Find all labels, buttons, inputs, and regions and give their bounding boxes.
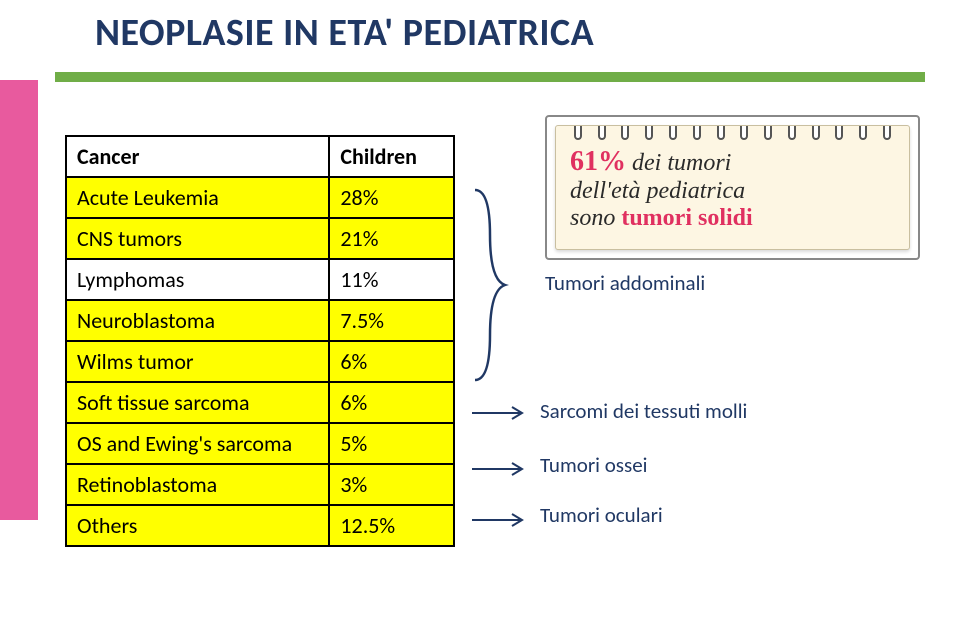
page-title: NEOPLASIE IN ETA' PEDIATRICA [95, 10, 594, 56]
notepad-line3-sono: sono [570, 205, 621, 231]
arrow-icon [470, 510, 530, 530]
table-row: Acute Leukemia28% [66, 177, 454, 218]
notepad-percent: 61% [570, 146, 626, 177]
header-cancer: Cancer [66, 136, 329, 177]
arrow-icon [470, 403, 530, 423]
table-row: OS and Ewing's sarcoma5% [66, 423, 454, 464]
annotation-ossei: Tumori ossei [540, 452, 647, 478]
notepad-line3-solid: tumori solidi [621, 205, 752, 231]
table-row: Neuroblastoma7.5% [66, 300, 454, 341]
notepad-spiral-icon [556, 126, 909, 140]
notepad-paper: 61% dei tumori dell'età pediatrica sono … [555, 125, 910, 250]
annotation-addominali: Tumori addominali [545, 270, 705, 296]
arrow-icon [470, 459, 530, 479]
notepad-line2: dell'età pediatrica [570, 178, 895, 205]
notepad-line1-rest: dei tumori [626, 150, 731, 176]
header-children: Children [329, 136, 454, 177]
table-row: Lymphomas11% [66, 259, 454, 300]
title-underline [55, 72, 925, 82]
notepad-callout: 61% dei tumori dell'età pediatrica sono … [545, 115, 920, 260]
table-header-row: Cancer Children [66, 136, 454, 177]
accent-sidebar [0, 80, 38, 520]
table-row: Others12.5% [66, 505, 454, 546]
brace-icon [470, 185, 510, 385]
cancer-table: Cancer Children Acute Leukemia28% CNS tu… [65, 135, 455, 547]
annotation-oculari: Tumori oculari [540, 502, 663, 528]
notepad-text: 61% dei tumori dell'età pediatrica sono … [570, 146, 895, 232]
table-row: CNS tumors21% [66, 218, 454, 259]
table-row: Soft tissue sarcoma6% [66, 382, 454, 423]
annotation-sarcomi: Sarcomi dei tessuti molli [540, 398, 747, 424]
table-row: Retinoblastoma3% [66, 464, 454, 505]
table-row: Wilms tumor6% [66, 341, 454, 382]
